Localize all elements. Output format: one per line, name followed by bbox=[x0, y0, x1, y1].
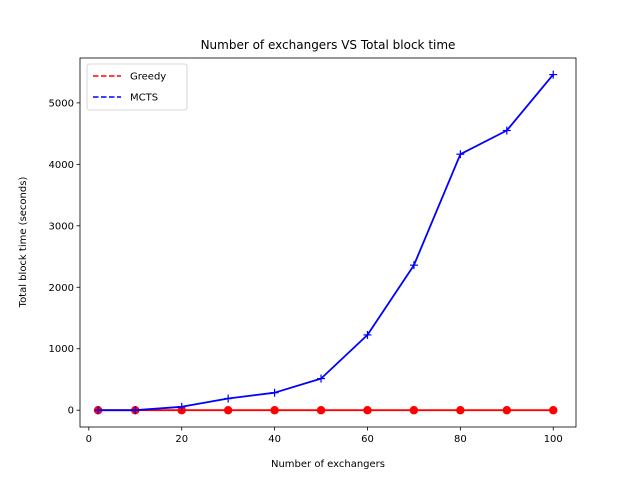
data-point-mcts bbox=[456, 150, 465, 159]
y-tick-label: 4000 bbox=[49, 160, 74, 171]
data-point-mcts bbox=[549, 70, 558, 79]
data-point-mcts bbox=[224, 394, 233, 403]
x-axis-label: Number of exchangers bbox=[271, 459, 385, 470]
data-point-mcts bbox=[177, 402, 186, 411]
x-tick-label: 80 bbox=[454, 434, 467, 445]
x-tick-label: 40 bbox=[268, 434, 281, 445]
data-point-mcts bbox=[317, 374, 326, 383]
data-point-mcts bbox=[270, 388, 279, 397]
data-point-greedy bbox=[316, 406, 326, 415]
data-point-greedy bbox=[409, 406, 419, 415]
legend-label-greedy: Greedy bbox=[130, 72, 166, 83]
data-point-greedy bbox=[223, 406, 233, 415]
x-tick-label: 60 bbox=[361, 434, 374, 445]
legend-label-mcts: MCTS bbox=[130, 93, 158, 104]
y-tick-label: 0 bbox=[68, 406, 74, 417]
data-point-mcts bbox=[94, 406, 103, 415]
chart-title: Number of exchangers VS Total block time bbox=[201, 38, 456, 52]
data-point-greedy bbox=[363, 406, 372, 415]
axes-frame bbox=[79, 57, 577, 428]
data-point-greedy bbox=[456, 406, 465, 415]
x-tick-label: 20 bbox=[175, 434, 188, 445]
y-tick-label: 3000 bbox=[49, 221, 74, 232]
data-point-greedy bbox=[502, 406, 512, 415]
data-point-mcts bbox=[363, 330, 372, 339]
data-point-greedy bbox=[549, 406, 558, 415]
x-tick-label: 100 bbox=[544, 434, 563, 445]
data-point-greedy bbox=[270, 406, 279, 415]
y-tick-label: 1000 bbox=[49, 344, 74, 355]
y-tick-label: 2000 bbox=[49, 283, 74, 294]
plot-area bbox=[93, 70, 558, 415]
series-line-mcts bbox=[98, 74, 554, 412]
y-tick-label: 5000 bbox=[49, 98, 74, 109]
data-point-mcts bbox=[502, 126, 511, 135]
data-point-mcts bbox=[409, 261, 418, 270]
x-tick-label: 0 bbox=[86, 434, 92, 445]
legend: Greedy MCTS bbox=[86, 63, 188, 111]
data-point-mcts bbox=[131, 406, 140, 415]
y-axis-label: Total block time (seconds) bbox=[18, 177, 29, 309]
